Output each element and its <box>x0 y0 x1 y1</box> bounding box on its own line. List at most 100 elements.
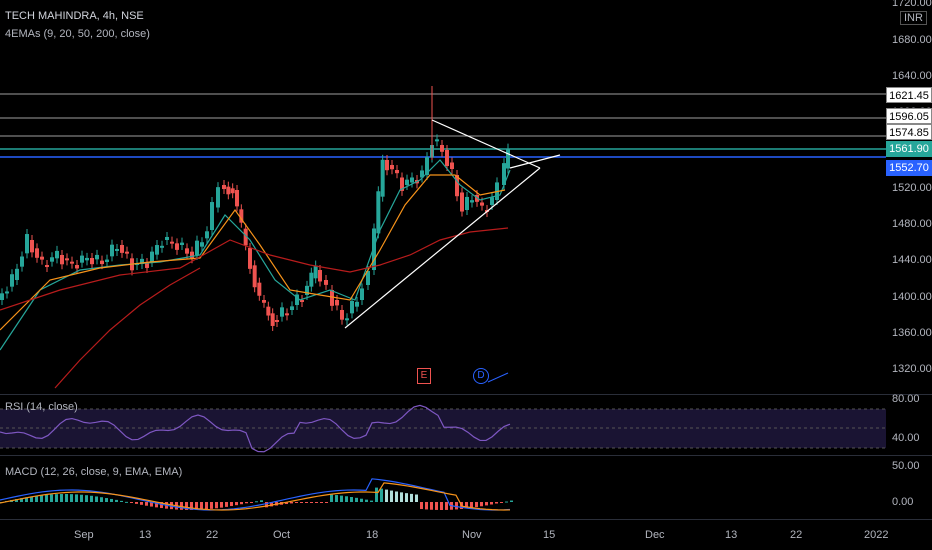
candle <box>222 185 226 190</box>
candle <box>80 255 84 263</box>
candle <box>175 243 179 250</box>
signal-line <box>0 482 511 511</box>
macd-histogram-bar <box>380 488 383 502</box>
macd-histogram-bar <box>400 492 403 502</box>
macd-histogram-bar <box>425 502 428 510</box>
macd-histogram-bar <box>85 495 88 502</box>
macd-histogram-bar <box>210 502 213 509</box>
macd-histogram-bar <box>40 495 43 502</box>
last-price-tag: 1561.90 <box>886 141 932 157</box>
macd-histogram-bar <box>120 500 123 502</box>
candle <box>239 209 244 223</box>
macd-histogram-bar <box>300 502 303 503</box>
candle <box>275 320 279 322</box>
macd-histogram-bar <box>100 497 103 502</box>
candle <box>185 248 189 254</box>
price-tick: 1640.00 <box>892 70 932 82</box>
price-chart-pane[interactable] <box>0 0 886 393</box>
candle <box>460 192 464 212</box>
dividend-marker[interactable]: D <box>473 368 489 384</box>
macd-histogram-bar <box>290 502 293 504</box>
macd-label: MACD (12, 26, close, 9, EMA, EMA) <box>5 466 183 478</box>
candle <box>470 200 474 203</box>
macd-histogram-bar <box>25 497 28 502</box>
macd-histogram-bar <box>430 502 433 510</box>
candle <box>376 191 381 234</box>
macd-histogram-bar <box>80 494 83 502</box>
candle <box>155 245 159 255</box>
candle <box>100 260 104 265</box>
price-tick: 1720.00 <box>892 0 932 9</box>
candle <box>455 175 459 197</box>
macd-histogram-bar <box>325 502 328 503</box>
candle <box>280 307 284 317</box>
candle <box>10 274 14 287</box>
time-tick: Nov <box>462 529 482 541</box>
ema-20-line <box>0 174 506 331</box>
candle <box>445 150 449 167</box>
macd-histogram-bar <box>490 502 493 505</box>
macd-tick-0: 0.00 <box>892 496 914 508</box>
macd-histogram-bar <box>190 502 193 510</box>
macd-histogram-bar <box>420 502 423 510</box>
candle <box>35 248 39 258</box>
macd-histogram-bar <box>315 502 318 503</box>
candle <box>506 148 510 169</box>
macd-histogram-bar <box>155 502 158 508</box>
macd-histogram-bar <box>355 497 358 502</box>
macd-histogram-bar <box>245 502 248 504</box>
macd-histogram-bar <box>30 496 33 502</box>
rsi-line <box>0 404 511 453</box>
macd-histogram-bar <box>15 499 18 502</box>
candle <box>440 145 444 152</box>
candle <box>210 202 214 230</box>
candle <box>165 236 169 240</box>
pane-separator[interactable] <box>0 455 932 456</box>
candle <box>318 270 322 282</box>
price-tick: 1400.00 <box>892 291 932 303</box>
candle <box>360 288 364 300</box>
macd-histogram-bar <box>185 502 188 510</box>
macd-histogram-bar <box>225 502 228 507</box>
macd-histogram-bar <box>410 493 413 502</box>
macd-histogram-bar <box>130 502 133 503</box>
macd-histogram-bar <box>150 502 153 507</box>
time-tick: 2022 <box>864 529 889 541</box>
macd-histogram-bar <box>65 494 68 502</box>
candle <box>390 165 394 170</box>
candle <box>145 263 149 268</box>
candle <box>366 270 370 285</box>
candle <box>195 240 199 255</box>
earnings-marker[interactable]: E <box>417 368 431 384</box>
macd-histogram-bar <box>385 489 388 502</box>
macd-histogram-bar <box>340 495 343 502</box>
projection-line <box>487 372 509 383</box>
macd-histogram-bar <box>180 502 183 510</box>
pane-separator[interactable] <box>0 394 932 395</box>
candle <box>350 300 354 314</box>
macd-histogram-bar <box>205 502 208 510</box>
macd-histogram-bar <box>495 502 498 504</box>
macd-histogram-bar <box>195 502 198 510</box>
time-tick: 22 <box>206 529 219 541</box>
macd-histogram-bar <box>455 502 458 510</box>
price-tick: 1680.00 <box>892 34 932 46</box>
macd-histogram-bar <box>375 487 378 502</box>
candle <box>120 245 124 253</box>
candle <box>15 268 19 280</box>
macd-histogram-bar <box>60 494 63 502</box>
candle <box>170 241 174 244</box>
macd-histogram-bar <box>350 497 353 502</box>
macd-histogram-bar <box>170 502 173 510</box>
macd-histogram-bar <box>55 494 58 502</box>
candle <box>309 272 314 287</box>
candle <box>305 285 309 295</box>
price-axis[interactable] <box>886 0 932 393</box>
macd-histogram-bar <box>365 499 368 502</box>
rsi-tick-80: 80.00 <box>892 393 920 405</box>
candle <box>355 301 359 307</box>
macd-histogram-bar <box>95 496 98 502</box>
macd-histogram-bar <box>70 494 73 502</box>
candle <box>205 231 209 239</box>
